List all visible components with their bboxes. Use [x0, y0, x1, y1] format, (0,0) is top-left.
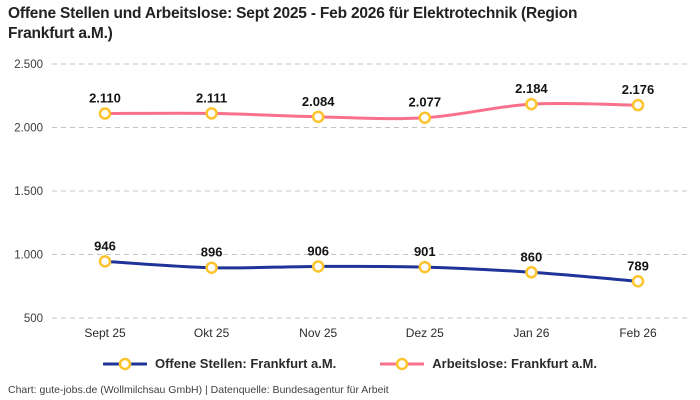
chart-title: Offene Stellen und Arbeitslose: Sept 202… — [8, 5, 578, 43]
y-tick-label: 1.500 — [14, 186, 43, 198]
data-point-label: 860 — [521, 249, 543, 264]
y-tick-label: 1.000 — [14, 250, 43, 262]
chart-legend: Offene Stellen: Frankfurt a.M. Arbeitslo… — [0, 356, 700, 371]
data-point-label: 2.111 — [196, 90, 227, 105]
chart-credit: Chart: gute-jobs.de (Wollmilchsau GmbH) … — [8, 384, 389, 396]
series-line — [103, 259, 640, 283]
data-point-marker — [311, 110, 325, 124]
legend-label: Offene Stellen: Frankfurt a.M. — [154, 356, 337, 371]
data-point-marker — [205, 261, 218, 274]
legend-line-marker-icon — [102, 357, 147, 370]
line-chart: 500 1.000 1.500 2.000 2.500 Sept 25 Okt 25 Nov … — [0, 52, 700, 352]
data-point-marker — [418, 111, 432, 124]
data-point-label: 2.184 — [515, 81, 548, 96]
x-tick-label: Feb 26 — [619, 326, 657, 340]
y-tick-label: 500 — [24, 313, 43, 325]
data-point-label: 896 — [201, 245, 223, 260]
data-point-label: 2.176 — [622, 82, 655, 97]
data-point-marker — [311, 260, 325, 273]
x-tick-label: Okt 25 — [194, 326, 230, 340]
x-tick-label: Jan 26 — [513, 326, 549, 340]
data-point-marker — [525, 266, 538, 279]
data-point-marker — [418, 260, 432, 274]
data-point-marker — [98, 107, 112, 120]
data-point-label: 906 — [307, 243, 329, 258]
data-point-marker — [98, 255, 112, 268]
y-tick-label: 2.000 — [14, 123, 43, 135]
series-line — [103, 101, 640, 121]
data-point-marker — [631, 98, 645, 112]
data-point-label: 2.077 — [409, 95, 442, 110]
x-tick-label: Nov 25 — [299, 326, 337, 340]
x-tick-label: Sept 25 — [84, 326, 126, 340]
data-point-marker — [205, 107, 218, 120]
data-point-marker — [631, 275, 645, 288]
data-point-label: 789 — [627, 258, 649, 273]
legend-item-offene-stellen[interactable]: Offene Stellen: Frankfurt a.M. — [102, 356, 337, 371]
data-point-label: 2.084 — [302, 94, 335, 109]
data-point-label: 901 — [414, 244, 436, 259]
data-point-label: 2.110 — [89, 91, 121, 106]
legend-label: Arbeitslose: Frankfurt a.M. — [432, 356, 597, 371]
data-point-label: 946 — [94, 238, 116, 253]
y-tick-label: 2.500 — [14, 59, 43, 71]
legend-line-marker-icon — [380, 357, 425, 370]
data-point-marker — [525, 97, 538, 111]
legend-item-arbeitslose[interactable]: Arbeitslose: Frankfurt a.M. — [380, 356, 597, 371]
line-chart-svg: 500 1.000 1.500 2.000 2.500 Sept 25 Okt 25 Nov … — [14, 59, 688, 340]
x-tick-label: Dez 25 — [406, 326, 444, 340]
